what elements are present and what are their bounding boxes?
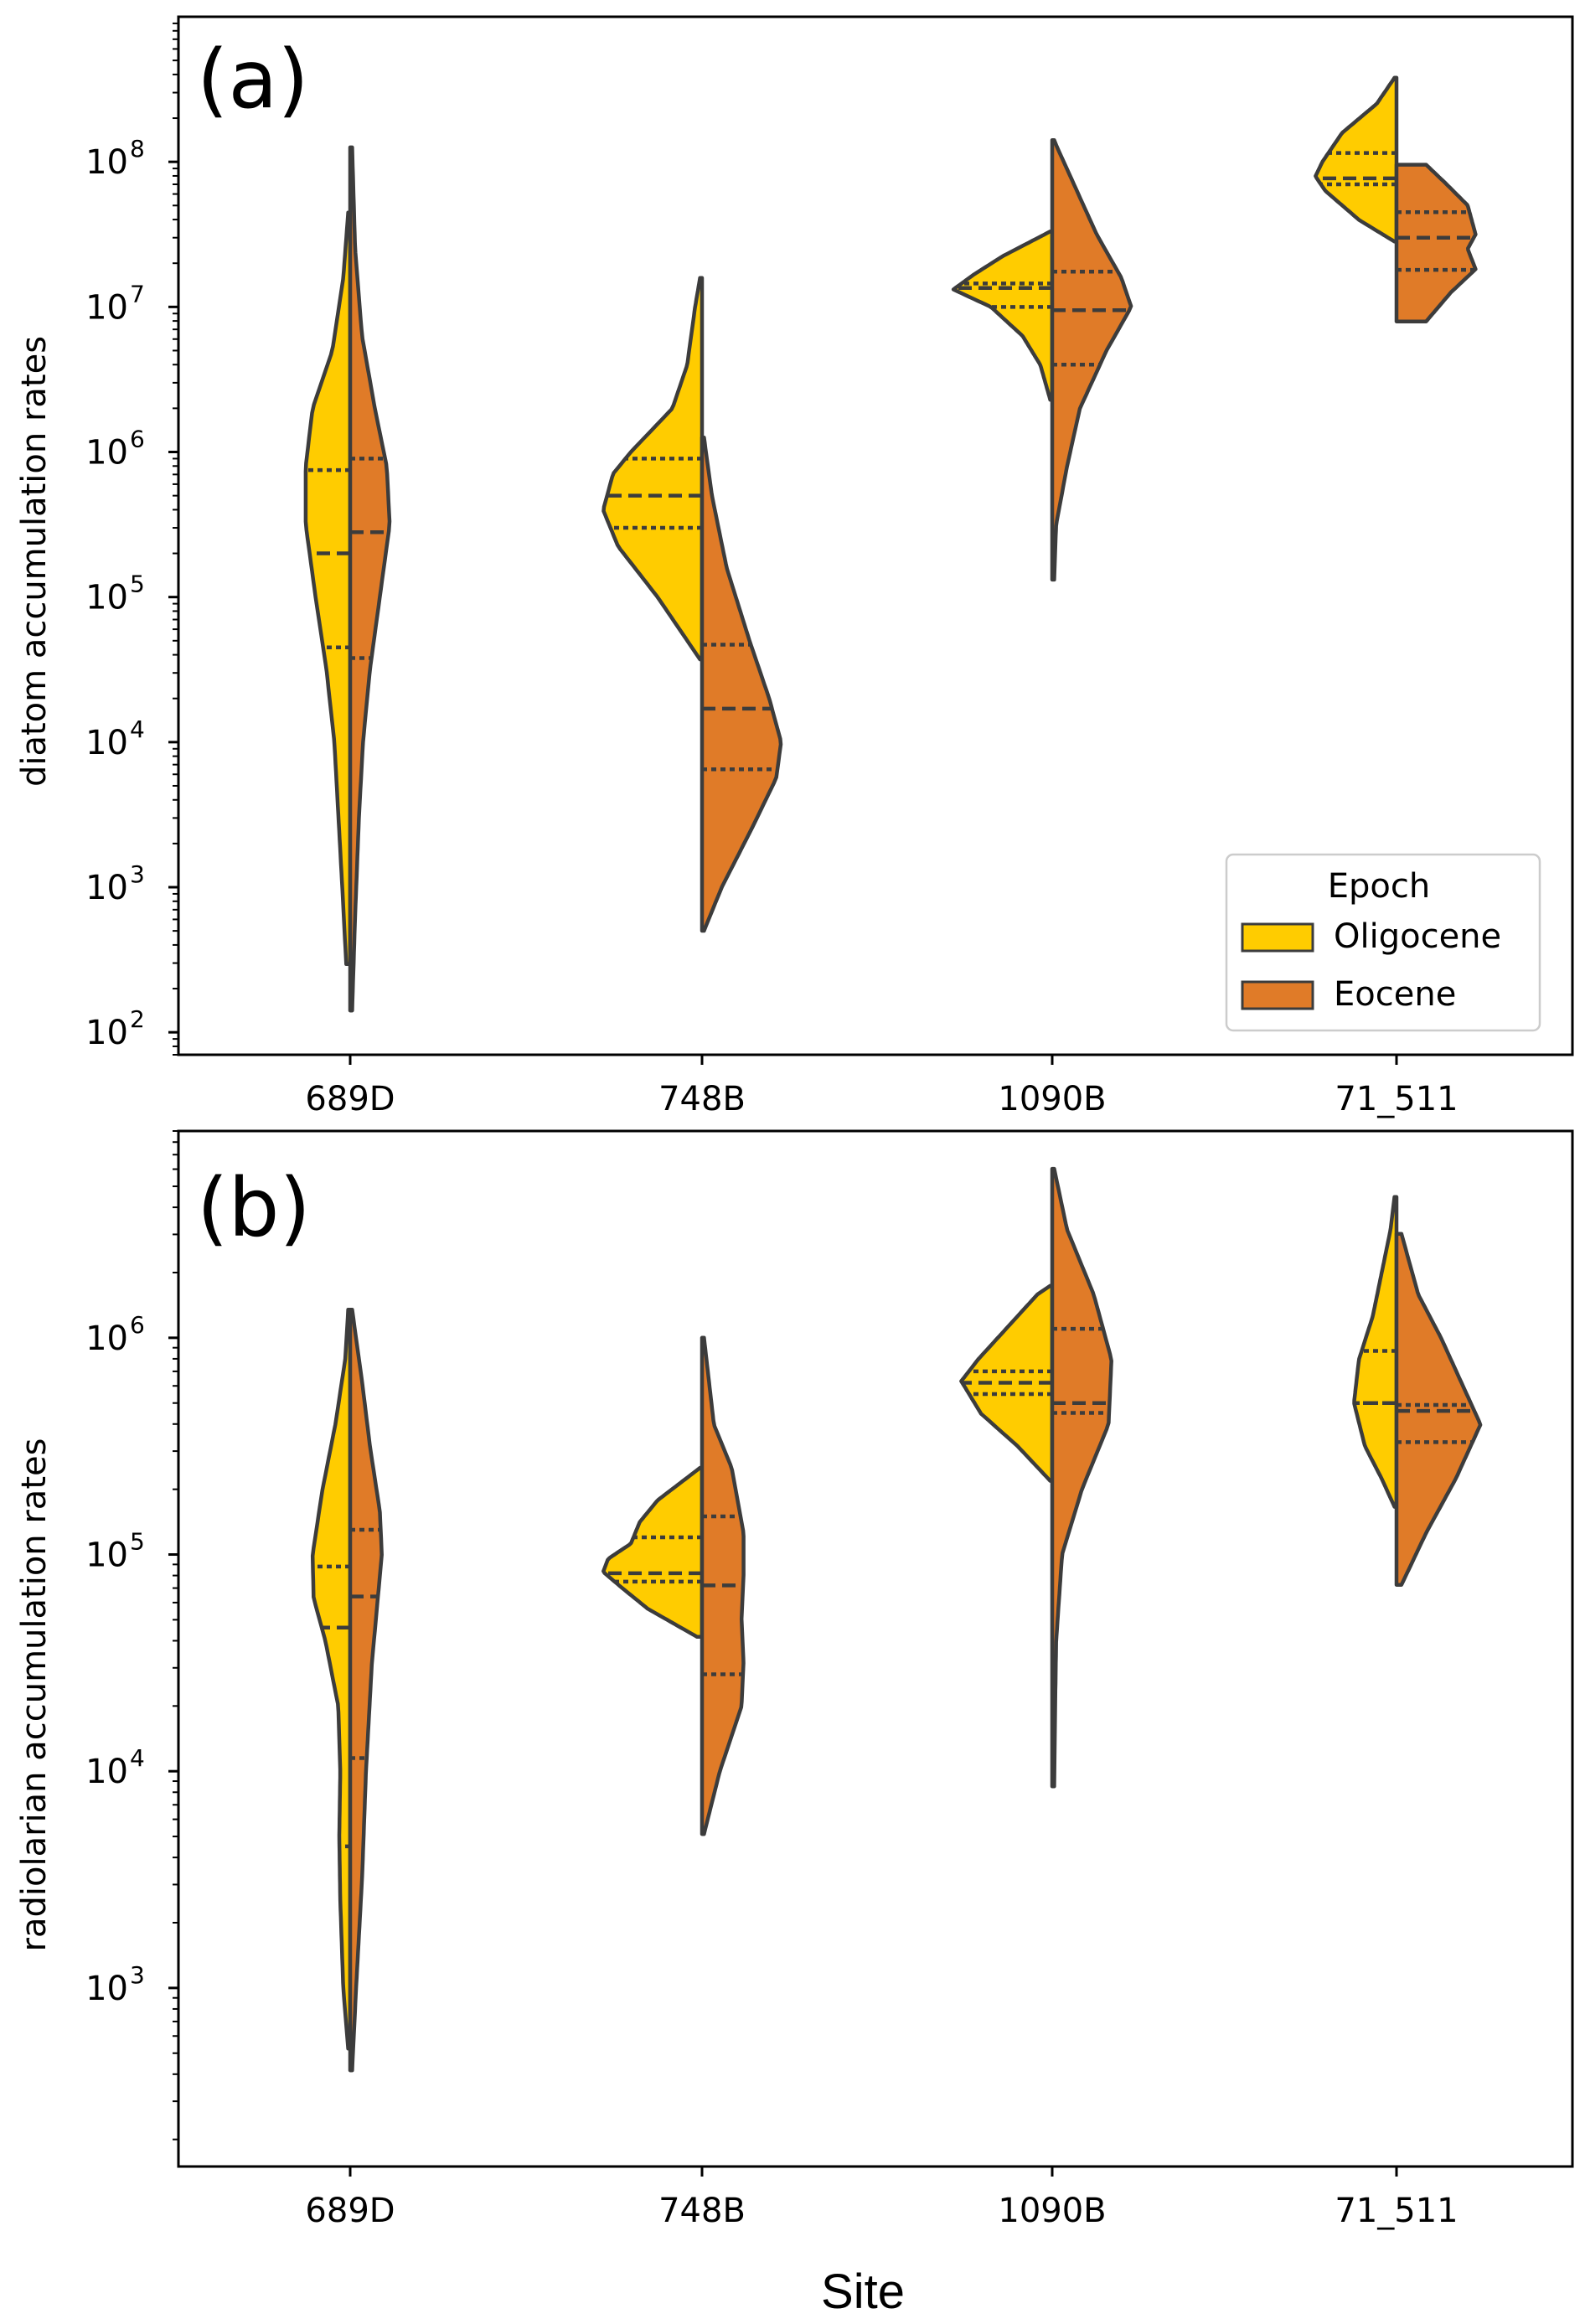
x-tick-label-a-748b: 748B	[658, 1080, 746, 1118]
violin-b-689d-oligocene	[310, 1307, 353, 2051]
y-axis-label-a: diatom accumulation rates	[15, 336, 54, 787]
y-tick-label-a-8: 10	[85, 143, 128, 182]
y-axis-label-b: radiolarian accumulation rates	[15, 1438, 54, 1952]
violin-body-b-748b-oligocene	[601, 1465, 705, 1640]
violin-body-a-1090b-eocene	[1050, 137, 1133, 582]
legend-label-oligocene: Oligocene	[1334, 917, 1501, 956]
violin-body-a-748b-eocene	[700, 435, 783, 933]
x-axis-label: Site	[821, 2265, 905, 2319]
y-tick-exponent-a-8: 8	[130, 135, 145, 163]
violin-b-71-511-eocene	[1394, 1232, 1483, 1587]
y-tick-exponent-a-5: 5	[130, 571, 145, 598]
violins-panel-a	[303, 75, 1478, 1013]
legend-swatch-oligocene	[1241, 922, 1314, 953]
violin-b-71-511-oligocene	[1352, 1195, 1399, 1509]
y-tick-exponent-b-3: 3	[130, 1961, 145, 1989]
x-tick-label-b-689d: 689D	[305, 2192, 395, 2230]
y-tick-label-a-3: 10	[85, 869, 128, 907]
violin-a-748b-eocene	[700, 435, 783, 933]
violin-a-1090b-eocene	[1050, 137, 1133, 582]
violin-a-689d-eocene	[348, 145, 392, 1013]
x-tick-label-a-71-511: 71_511	[1335, 1080, 1458, 1118]
axes-frame-b	[177, 1129, 1574, 2168]
x-tick-label-a-1090b: 1090B	[998, 1080, 1106, 1118]
legend-swatch-eocene	[1241, 980, 1314, 1010]
violin-body-a-71-511-eocene	[1394, 163, 1478, 323]
violin-b-748b-oligocene	[601, 1465, 705, 1640]
panel-label-a: (a)	[197, 33, 309, 127]
violin-body-a-748b-oligocene	[601, 276, 705, 662]
violin-a-71-511-eocene	[1394, 163, 1478, 323]
violin-a-748b-oligocene	[601, 276, 705, 662]
y-tick-exponent-a-6: 6	[130, 426, 145, 453]
violin-body-a-71-511-oligocene	[1314, 75, 1399, 244]
y-tick-label-a-5: 10	[85, 579, 128, 617]
axes-frame-a	[177, 15, 1574, 1056]
violin-body-b-689d-eocene	[348, 1307, 384, 2073]
y-tick-exponent-a-3: 3	[130, 860, 145, 888]
legend-label-eocene: Eocene	[1334, 975, 1456, 1014]
violin-body-a-689d-oligocene	[303, 210, 353, 967]
y-tick-exponent-b-6: 6	[130, 1311, 145, 1339]
violin-body-a-689d-eocene	[348, 145, 392, 1013]
violin-a-1090b-oligocene	[951, 230, 1055, 402]
y-tick-label-a-4: 10	[85, 724, 128, 762]
violin-b-1090b-oligocene	[959, 1283, 1055, 1483]
panel-label-b: (b)	[197, 1161, 311, 1255]
y-tick-exponent-b-5: 5	[130, 1528, 145, 1556]
y-tick-label-a-2: 10	[85, 1014, 128, 1052]
violins-panel-b	[310, 1166, 1483, 2073]
x-tick-label-b-71-511: 71_511	[1335, 2192, 1458, 2230]
legend-title: Epoch	[1328, 867, 1430, 906]
y-tick-label-b-5: 10	[85, 1536, 128, 1575]
x-tick-label-a-689d: 689D	[305, 1080, 395, 1118]
violin-b-748b-eocene	[700, 1335, 746, 1836]
x-tick-label-b-748b: 748B	[658, 2192, 746, 2230]
violin-b-689d-eocene	[348, 1307, 384, 2073]
legend: Epoch Oligocene Eocene	[1225, 853, 1541, 1032]
y-tick-label-b-3: 10	[85, 1970, 128, 2008]
y-tick-label-a-6: 10	[85, 434, 128, 473]
violin-a-689d-oligocene	[303, 210, 353, 967]
x-tick-label-b-1090b: 1090B	[998, 2192, 1106, 2230]
y-tick-label-a-7: 10	[85, 288, 128, 327]
y-tick-label-b-6: 10	[85, 1320, 128, 1358]
y-tick-exponent-a-4: 4	[130, 715, 145, 743]
y-tick-exponent-a-7: 7	[130, 280, 145, 307]
y-tick-exponent-b-4: 4	[130, 1744, 145, 1772]
violin-b-1090b-eocene	[1050, 1166, 1113, 1789]
violin-a-71-511-oligocene	[1314, 75, 1399, 244]
y-tick-exponent-a-2: 2	[130, 1005, 145, 1033]
y-tick-label-b-4: 10	[85, 1753, 128, 1791]
violin-body-b-689d-oligocene	[310, 1307, 353, 2051]
violin-body-a-1090b-oligocene	[951, 230, 1055, 402]
violin-body-b-1090b-eocene	[1050, 1166, 1113, 1789]
